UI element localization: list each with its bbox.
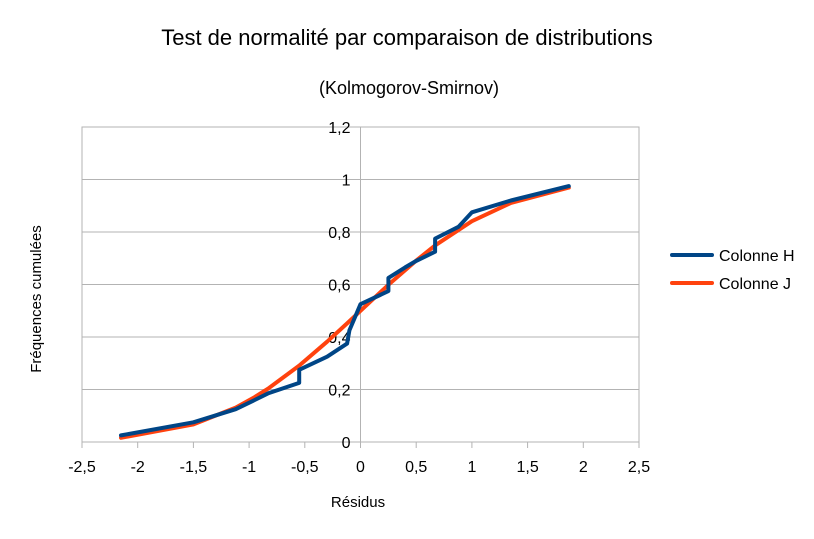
y-axis-title: Fréquences cumulées <box>28 225 45 373</box>
y-tick-label: 0 <box>342 435 351 452</box>
x-tick-label: -1,5 <box>180 459 208 476</box>
y-tick-label: 1 <box>342 173 351 190</box>
x-tick-label: 2 <box>579 459 588 476</box>
y-tick-label: 0,8 <box>328 225 350 242</box>
x-tick-labels: -2,5 -2 -1,5 -1 -0,5 0 0,5 1 1,5 2 2,5 <box>68 459 650 476</box>
y-tick-label: 0,6 <box>328 278 350 295</box>
series-lines <box>119 184 571 440</box>
x-tick-label: -2,5 <box>68 459 96 476</box>
chart-subtitle: (Kolmogorov-Smirnov) <box>319 78 499 98</box>
x-tick-label: -2 <box>131 459 145 476</box>
y-tick-labels: 00,20,40,60,811,2 <box>328 120 350 452</box>
x-tick-label: 0 <box>356 459 365 476</box>
series-line-colonne-h <box>119 184 571 438</box>
legend-label: Colonne H <box>719 248 795 265</box>
x-axis-title: Résidus <box>331 494 385 511</box>
x-tick-label: 1,5 <box>516 459 538 476</box>
x-tick-label: 0,5 <box>405 459 427 476</box>
legend: Colonne H Colonne J <box>670 248 795 293</box>
y-tick-label: 0,2 <box>328 383 350 400</box>
x-tick-label: 1 <box>467 459 476 476</box>
x-tick-label: 2,5 <box>628 459 650 476</box>
x-tick-label: -1 <box>242 459 256 476</box>
axes <box>81 127 640 448</box>
x-tick-label: -0,5 <box>291 459 319 476</box>
legend-label: Colonne J <box>719 276 791 293</box>
y-tick-label: 1,2 <box>328 120 350 137</box>
chart-title: Test de normalité par comparaison de dis… <box>161 25 653 50</box>
